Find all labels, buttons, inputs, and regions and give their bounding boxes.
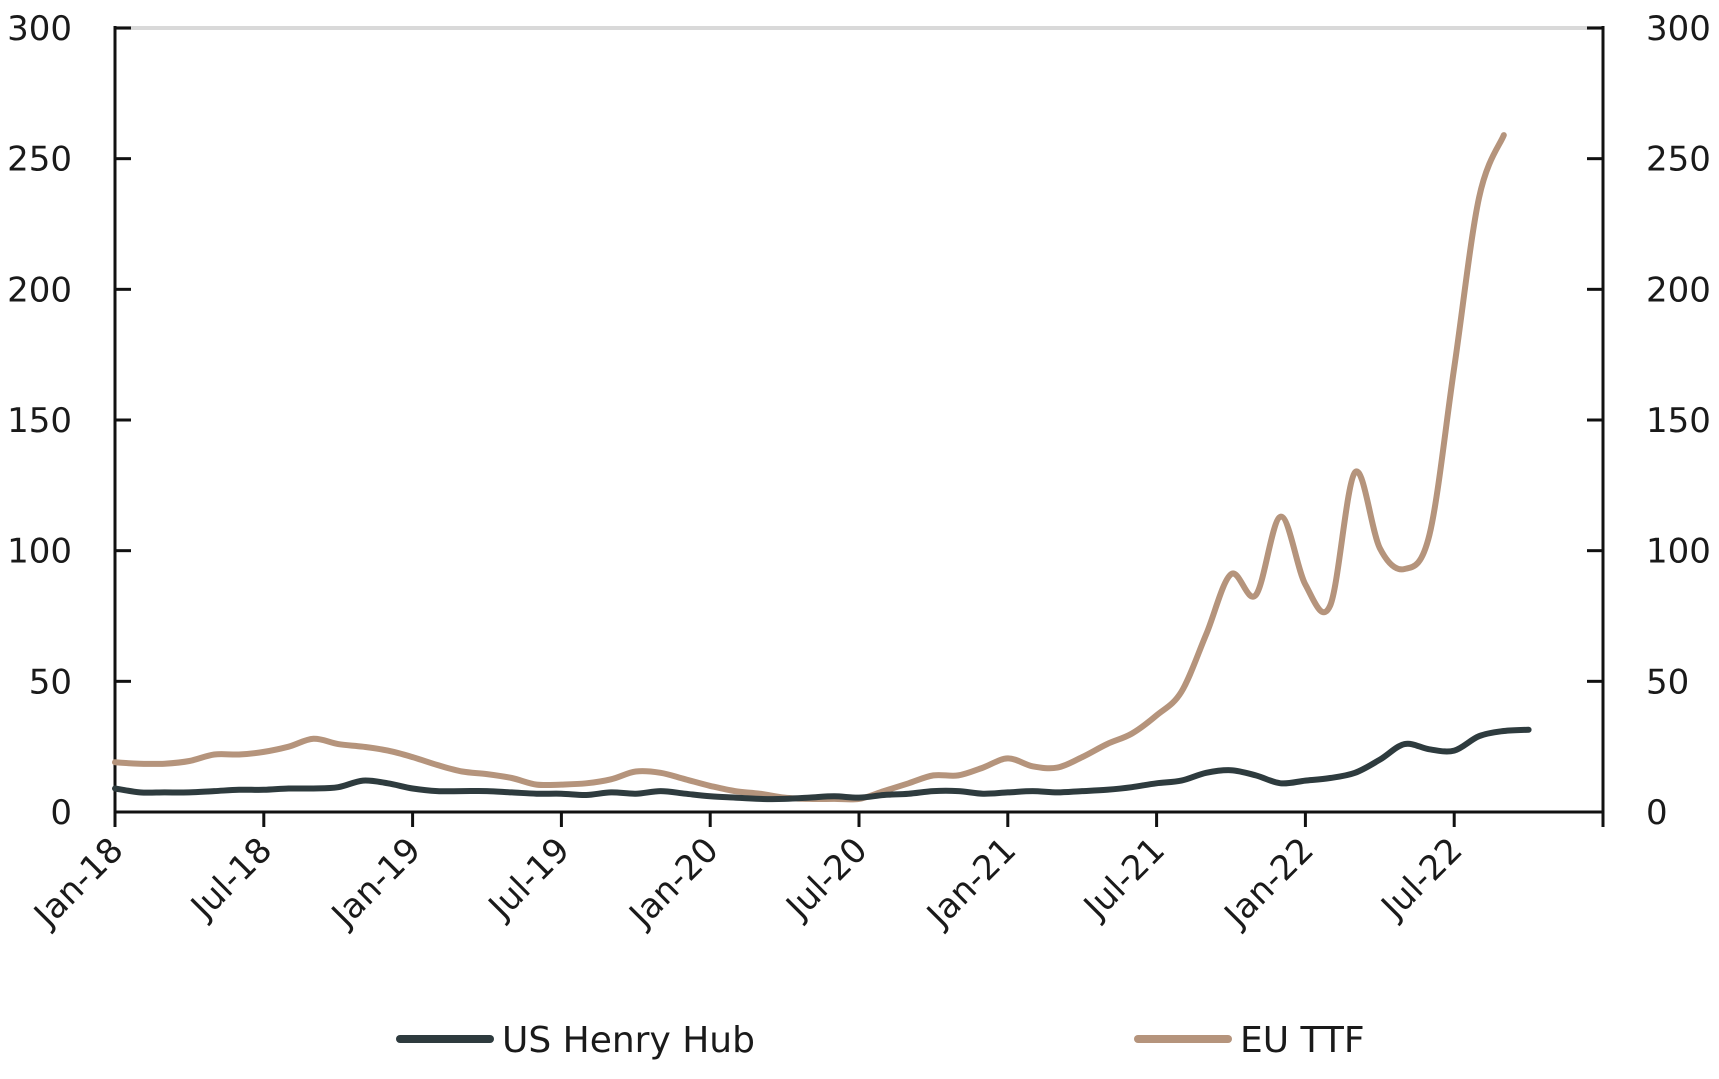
y-tick-label-right: 250: [1646, 140, 1711, 180]
y-tick-label-left: 50: [29, 662, 72, 702]
y-tick-label-right: 150: [1646, 401, 1711, 441]
y-tick-label-right: 100: [1646, 532, 1711, 572]
x-tick-label: Jan-20: [621, 830, 727, 936]
y-tick-label-left: 0: [50, 793, 72, 833]
x-tick-label: Jul-19: [480, 830, 578, 928]
y-axis-left-ticks: 0 50 100 150 200 250 300: [7, 9, 131, 833]
x-tick-label: Jan-21: [918, 830, 1024, 936]
x-axis-ticks: Jan-18 Jul-18 Jan-19 Jul-19 Jan-20 Jul-20 Jan-…: [25, 812, 1605, 936]
y-tick-label-left: 300: [7, 9, 72, 49]
x-tick-label: Jul-20: [777, 830, 875, 928]
legend-label-us-henry-hub: US Henry Hub: [502, 1020, 755, 1061]
x-tick-label: Jul-18: [182, 830, 280, 928]
legend: US Henry Hub EU TTF: [396, 1020, 1365, 1061]
x-tick-label: Jan-22: [1216, 830, 1322, 936]
y-tick-label-left: 200: [7, 270, 72, 310]
y-tick-label-right: 0: [1646, 793, 1668, 833]
y-tick-label-left: 150: [7, 401, 72, 441]
y-tick-label-right: 50: [1646, 662, 1689, 702]
y-tick-label-right: 200: [1646, 270, 1711, 310]
y-tick-label-left: 100: [7, 532, 72, 572]
series-line-us-henry-hub: [112, 726, 1532, 803]
x-tick-label: Jul-22: [1373, 830, 1471, 928]
y-axis-right-ticks: 0 50 100 150 200 250 300: [1587, 9, 1711, 833]
x-tick-label: Jan-19: [323, 830, 429, 936]
legend-label-eu-ttf: EU TTF: [1240, 1020, 1365, 1061]
y-tick-label-left: 250: [7, 140, 72, 180]
x-tick-label: Jan-18: [25, 830, 131, 936]
y-tick-label-right: 300: [1646, 9, 1711, 49]
series-lines: [112, 132, 1532, 803]
series-line-eu-ttf: [112, 132, 1507, 803]
x-tick-label: Jul-21: [1075, 830, 1173, 928]
